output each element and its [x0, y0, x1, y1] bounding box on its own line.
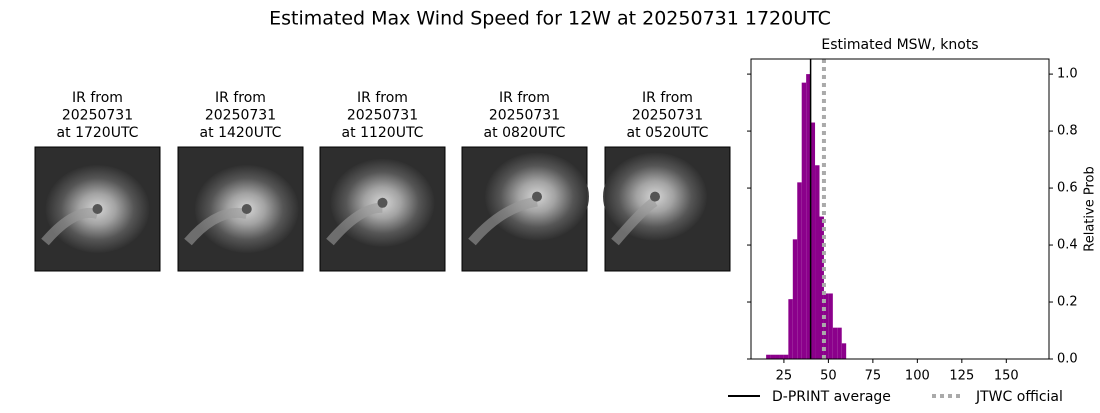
chart-title: Estimated MSW, knots: [821, 37, 978, 53]
bar: [775, 354, 780, 359]
y-tick-label: 0.6: [1057, 181, 1078, 196]
bar: [810, 122, 816, 359]
bar: [770, 354, 776, 359]
bar: [788, 299, 793, 359]
panel-title: at 1120UTC: [342, 125, 424, 141]
panel-title: IR from: [215, 90, 266, 106]
y-tick-label: 1.0: [1057, 67, 1078, 82]
panel-title: IR from: [499, 90, 550, 106]
cloud-band: [468, 196, 538, 246]
cloud-band: [184, 207, 248, 246]
figure-title: Estimated Max Wind Speed for 12W at 2025…: [269, 8, 831, 30]
y-axis-label: Relative Prob: [1083, 166, 1098, 251]
bar: [823, 293, 829, 359]
panel-title: at 1720UTC: [57, 125, 139, 141]
panel-title: IR from: [72, 90, 123, 106]
bar: [779, 354, 784, 359]
panel-title: 20250731: [62, 108, 133, 124]
y-tick-label: 0.0: [1057, 352, 1078, 367]
eye: [650, 191, 660, 202]
panel-title: IR from: [642, 90, 693, 106]
cloud-band: [326, 202, 383, 246]
x-tick-label: 100: [905, 369, 930, 384]
y-tick-label: 0.2: [1057, 295, 1078, 310]
eye: [532, 191, 542, 202]
bar: [801, 82, 807, 359]
bar: [792, 239, 798, 359]
x-tick-label: 75: [865, 369, 882, 384]
bar: [841, 343, 847, 359]
bar: [783, 354, 789, 359]
x-tick-label: 125: [949, 369, 974, 384]
panel-title: 20250731: [632, 108, 703, 124]
panel-title: at 0820UTC: [484, 125, 566, 141]
bar: [797, 182, 802, 359]
bar: [806, 74, 811, 359]
x-tick-label: 50: [820, 369, 837, 384]
cloud-band: [611, 197, 658, 246]
x-tick-label: 25: [776, 369, 793, 384]
plot-frame: [750, 58, 1050, 360]
panel-title: at 0520UTC: [627, 125, 709, 141]
eye: [377, 197, 388, 208]
cloud-band: [41, 207, 99, 246]
legend-label: D-PRINT average: [772, 389, 891, 405]
panel-title: 20250731: [489, 108, 560, 124]
y-tick-label: 0.8: [1057, 124, 1078, 139]
bar: [837, 327, 842, 359]
panel-title: at 1420UTC: [200, 125, 282, 141]
y-tick-label: 0.4: [1057, 238, 1078, 253]
x-tick-label: 150: [994, 369, 1019, 384]
eye: [241, 204, 252, 214]
panel-title: IR from: [357, 90, 408, 106]
bar: [819, 216, 824, 359]
bar: [815, 165, 820, 359]
eye: [92, 204, 103, 214]
bar: [766, 354, 771, 359]
bar: [828, 293, 833, 359]
panel-title: 20250731: [347, 108, 418, 124]
legend-label: JTWC official: [975, 389, 1063, 405]
bar: [832, 327, 838, 359]
panel-title: 20250731: [205, 108, 276, 124]
